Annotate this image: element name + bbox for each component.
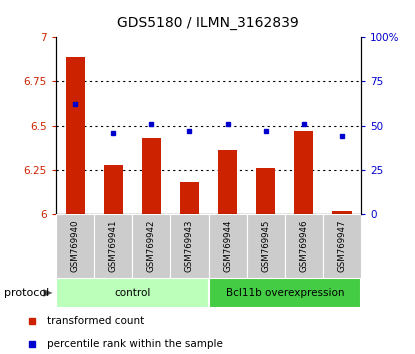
Bar <box>56 278 209 308</box>
Bar <box>56 214 94 278</box>
Bar <box>171 214 209 278</box>
Bar <box>209 214 247 278</box>
Bar <box>142 138 161 214</box>
Text: GSM769945: GSM769945 <box>261 220 270 272</box>
Bar <box>256 168 275 214</box>
Bar <box>218 150 237 214</box>
Bar <box>132 214 171 278</box>
Text: GSM769941: GSM769941 <box>109 220 118 272</box>
Bar <box>94 214 132 278</box>
Text: GSM769942: GSM769942 <box>147 220 156 272</box>
Bar <box>209 278 361 308</box>
Polygon shape <box>44 289 53 297</box>
Bar <box>209 278 361 308</box>
Text: GSM769940: GSM769940 <box>71 220 80 272</box>
Text: percentile rank within the sample: percentile rank within the sample <box>47 339 223 349</box>
Bar <box>285 214 323 278</box>
Text: GDS5180 / ILMN_3162839: GDS5180 / ILMN_3162839 <box>117 16 298 30</box>
Text: GSM769946: GSM769946 <box>299 220 308 272</box>
Bar <box>66 57 85 214</box>
Bar <box>332 211 352 214</box>
Text: GSM769943: GSM769943 <box>185 220 194 272</box>
Text: GSM769947: GSM769947 <box>337 220 347 272</box>
Bar <box>104 165 123 214</box>
Text: control: control <box>114 288 151 298</box>
Text: protocol: protocol <box>4 288 49 298</box>
Bar <box>247 214 285 278</box>
Text: transformed count: transformed count <box>47 316 144 326</box>
Bar <box>180 182 199 214</box>
Text: GSM769944: GSM769944 <box>223 220 232 272</box>
Text: Bcl11b overexpression: Bcl11b overexpression <box>225 288 344 298</box>
Bar <box>56 278 209 308</box>
Bar <box>294 131 313 214</box>
Bar <box>323 214 361 278</box>
